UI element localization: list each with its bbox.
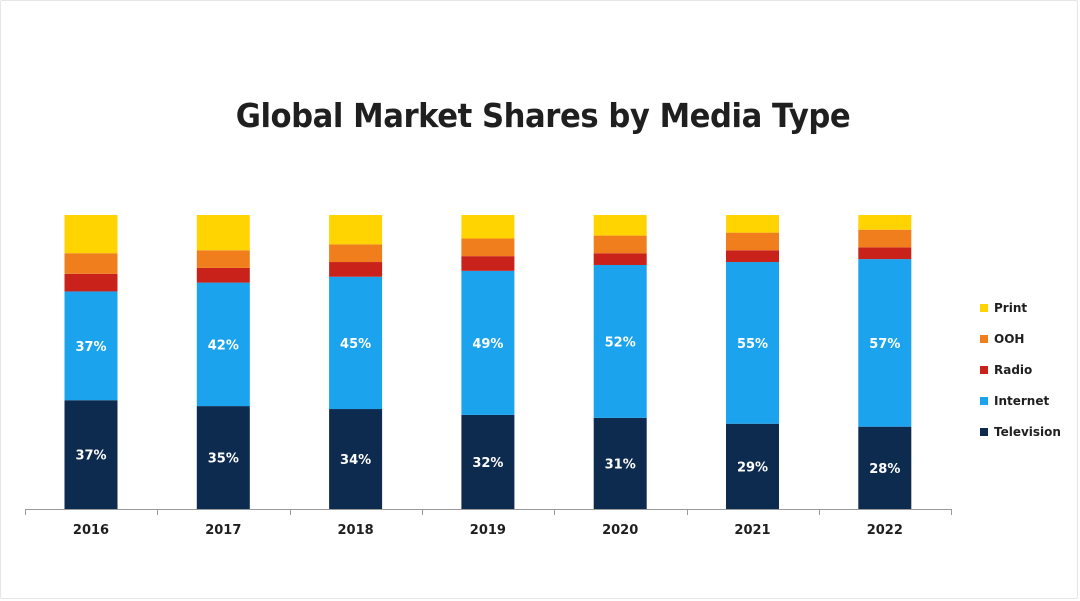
bar-segment-internet-2017 (196, 282, 250, 407)
legend-item-ooh: OOH (980, 331, 1024, 347)
legend-swatch-print (980, 304, 988, 312)
bar-segment-television-2016 (64, 400, 118, 509)
x-tick-label-2016: 2016 (73, 523, 109, 538)
bar-segment-internet-2016 (64, 291, 118, 401)
data-label-internet-2016: 37% (75, 340, 106, 355)
data-label-internet-2020: 52% (605, 335, 636, 350)
legend-item-television: Television (980, 424, 1061, 440)
data-label-television-2017: 35% (208, 452, 239, 467)
legend-label-television: Television (994, 425, 1061, 439)
x-tick-label-2022: 2022 (867, 523, 903, 538)
data-label-television-2019: 32% (472, 456, 503, 471)
legend-label-radio: Radio (994, 363, 1033, 377)
data-label-internet-2018: 45% (340, 337, 371, 352)
bar-segment-radio-2017 (196, 267, 250, 283)
legend-swatch-radio (980, 366, 988, 374)
bar-segment-ooh-2018 (329, 244, 383, 263)
bar-segment-internet-2022 (858, 259, 912, 427)
bar-segment-print-2018 (329, 215, 383, 245)
bar-segment-television-2019 (461, 414, 515, 509)
legend-item-internet: Internet (980, 393, 1049, 409)
bar-segment-radio-2021 (726, 250, 779, 263)
legend-label-ooh: OOH (994, 332, 1025, 346)
bar-segment-print-2016 (64, 215, 118, 254)
bar-segment-print-2022 (858, 215, 912, 230)
legend-swatch-internet (980, 397, 988, 405)
bar-segment-ooh-2021 (726, 232, 779, 251)
bar-segment-radio-2022 (858, 247, 912, 260)
bar-segment-ooh-2016 (64, 253, 118, 274)
x-tick-label-2019: 2019 (470, 523, 506, 538)
data-label-internet-2022: 57% (869, 337, 900, 352)
bar-segment-radio-2020 (593, 253, 647, 265)
data-label-internet-2019: 49% (472, 337, 503, 352)
legend-item-radio: Radio (980, 362, 1032, 378)
chart-title: Global Market Shares by Media Type (235, 96, 851, 135)
bar-segment-ooh-2020 (593, 235, 647, 254)
bar-segment-television-2021 (726, 423, 779, 509)
bar-segment-print-2021 (726, 215, 779, 233)
data-label-television-2016: 37% (75, 449, 106, 464)
bar-segment-ooh-2017 (196, 250, 250, 268)
bar-segment-print-2019 (461, 215, 515, 239)
data-label-internet-2017: 42% (208, 338, 239, 353)
data-label-television-2022: 28% (869, 462, 900, 477)
bar-segment-print-2020 (593, 215, 647, 236)
x-tick-label-2021: 2021 (734, 523, 770, 538)
bar-segment-television-2020 (593, 417, 647, 509)
legend-label-internet: Internet (994, 394, 1050, 408)
x-tick-label-2020: 2020 (602, 523, 638, 538)
x-tick-label-2017: 2017 (205, 523, 241, 538)
bar-segment-television-2017 (196, 406, 250, 509)
bar-segment-internet-2020 (593, 264, 647, 418)
data-label-television-2018: 34% (340, 453, 371, 468)
legend-swatch-television (980, 428, 988, 436)
legend-swatch-ooh (980, 335, 988, 343)
bar-segment-radio-2016 (64, 273, 118, 292)
bar-segment-radio-2018 (329, 262, 383, 277)
data-label-internet-2021: 55% (737, 337, 768, 352)
bar-segment-internet-2021 (726, 262, 779, 424)
legend-label-print: Print (994, 301, 1028, 315)
data-label-television-2020: 31% (605, 457, 636, 472)
x-tick-label-2018: 2018 (338, 523, 374, 538)
bar-segment-ooh-2019 (461, 238, 515, 257)
data-label-television-2021: 29% (737, 460, 768, 475)
bar-segment-internet-2018 (329, 276, 383, 410)
bar-segment-ooh-2022 (858, 229, 912, 248)
bar-segment-radio-2019 (461, 256, 515, 271)
legend-item-print: Print (980, 300, 1027, 316)
bar-segment-television-2022 (858, 426, 912, 509)
bar-segment-print-2017 (196, 215, 250, 251)
bar-segment-internet-2019 (461, 270, 515, 415)
bar-segment-television-2018 (329, 409, 383, 509)
